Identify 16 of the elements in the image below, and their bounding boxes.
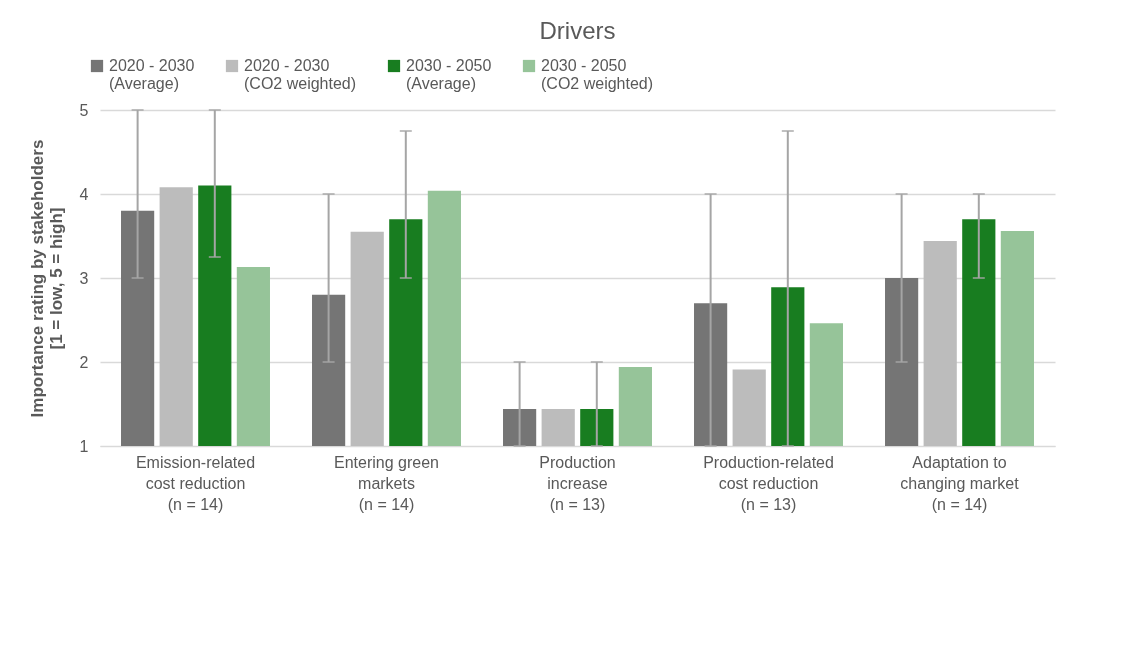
- x-tick-label: Production increase (n = 13): [539, 453, 616, 513]
- legend-label: 2020 - 2030 (Average): [109, 57, 195, 92]
- y-axis-title: Importance rating by stakeholders [1 = low, 5 = high]: [27, 139, 66, 418]
- y-tick-label: 5: [79, 101, 89, 119]
- y-tick-label: 4: [79, 185, 89, 203]
- legend-label: 2030 - 2050 (Average): [406, 57, 492, 92]
- x-tick-label: Adaptation to changing market (n = 14): [900, 453, 1020, 513]
- y-tick-label: 2: [79, 353, 89, 371]
- y-tick-label: 3: [79, 269, 89, 287]
- x-tick-label: Entering green markets (n = 14): [334, 453, 439, 513]
- x-tick-label: Emission-related cost reduction (n = 14): [135, 453, 256, 513]
- y-tick-label: 1: [79, 437, 89, 455]
- x-tick-label: Production-related cost reduction (n = 13): [703, 453, 834, 513]
- legend-label: 2030 - 2050 (CO2 weighted): [541, 57, 654, 92]
- legend-label: 2020 - 2030 (CO2 weighted): [244, 57, 357, 92]
- chart-title: Drivers: [539, 17, 616, 44]
